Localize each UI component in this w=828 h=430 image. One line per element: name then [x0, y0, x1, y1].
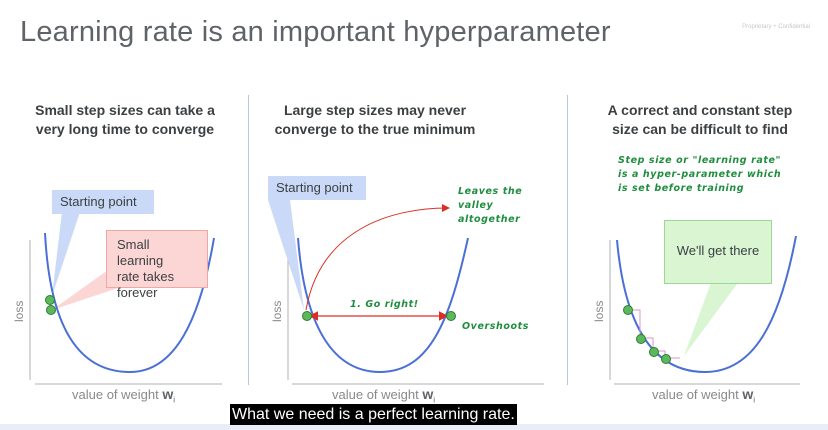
- panel-3-note-line1: Step size or "learning rate": [618, 155, 782, 166]
- panel-3-heading-line2: size can be difficult to find: [612, 121, 788, 137]
- panel-2-heading-line2: converge to the true minimum: [274, 121, 476, 137]
- panel-2-leaves-line1: Leaves the: [458, 186, 523, 197]
- panel-1-small-lr-line2: rate takes: [117, 269, 175, 284]
- panel-3-x-sub: i: [753, 395, 756, 405]
- panel-1-y-label: loss: [12, 300, 26, 322]
- panel-1-x-var: w: [162, 386, 174, 402]
- panel-3-step-point-4: [661, 354, 671, 364]
- panel-2-leaves-line2: valley: [458, 200, 494, 211]
- divider-left: [248, 95, 249, 385]
- video-subtitle: What we need is a perfect learning rate.: [230, 404, 517, 425]
- panel-3-learning-rate-note: Step size or "learning rate" is a hyper-…: [618, 154, 781, 196]
- panel-2-leaves-line3: altogether: [458, 214, 521, 225]
- panel-2-point-start: [302, 311, 312, 321]
- panel-2-y-label: loss: [270, 300, 284, 322]
- panel-2-starting-point-callout: Starting point: [268, 176, 366, 200]
- panel-3-step-point-3: [649, 347, 659, 357]
- panel-1-heading-line2: very long time to converge: [35, 121, 215, 137]
- panel-1-loss-curve: [44, 232, 215, 374]
- panel-3-callout-pointer: [684, 280, 740, 356]
- panel-3-note-line3: is set before training: [618, 183, 745, 194]
- panel-1-starting-point-callout: Starting point: [52, 190, 154, 214]
- panel-2-heading-line1: Large step sizes may never: [283, 102, 467, 118]
- panel-3-x-var: w: [742, 386, 754, 402]
- panel-1-small-lr-callout: Small learning rate takes forever: [106, 230, 208, 300]
- panel-3-heading: A correct and constant step size can be …: [585, 101, 815, 139]
- panel-2-overshoots-note: Overshoots: [462, 321, 530, 332]
- panel-2-x-label-text: value of weight: [332, 387, 419, 402]
- confidential-label: Proprietary + Confidential: [742, 24, 810, 30]
- panel-1-small-lr-line1: Small learning: [117, 237, 164, 268]
- panel-1-heading: Small step sizes can take a very long ti…: [10, 101, 240, 139]
- divider-right: [567, 95, 568, 385]
- panel-1-x-sub: i: [173, 395, 176, 405]
- panel-3-heading-line1: A correct and constant step: [607, 102, 793, 118]
- bottom-bar: [0, 424, 828, 430]
- panel-2-go-right-note: 1. Go right!: [350, 299, 419, 310]
- panel-2-x-label: value of weight wi: [332, 386, 435, 405]
- panel-1-point-b: [46, 305, 56, 315]
- panel-1-point-a: [45, 295, 55, 305]
- panel-1-start-pointer: [52, 212, 80, 296]
- panel-3-step-point-2: [636, 334, 646, 344]
- panel-2-heading: Large step sizes may never converge to t…: [260, 101, 490, 139]
- panel-3-step-point-1: [623, 305, 633, 315]
- panel-3-plot: [609, 235, 800, 385]
- panel-3-x-label-text: value of weight: [652, 387, 739, 402]
- panel-3-x-label: value of weight wi: [652, 386, 755, 405]
- panel-1-heading-line1: Small step sizes can take a: [35, 102, 215, 118]
- panel-2-point-overshoot: [446, 311, 456, 321]
- panel-1-small-lr-line3: forever: [117, 285, 158, 300]
- panel-2-x-sub: i: [433, 395, 436, 405]
- panel-2-plot: [268, 200, 544, 385]
- slide-title: Learning rate is an important hyperparam…: [20, 16, 611, 48]
- panel-2-leaves-valley-note: Leaves the valley altogether: [458, 185, 522, 227]
- panel-3-get-there-callout: We'll get there: [664, 220, 772, 284]
- panel-2-start-pointer: [268, 200, 304, 310]
- panel-1-x-label-text: value of weight: [72, 387, 159, 402]
- panel-2-x-var: w: [422, 386, 434, 402]
- panel-3-note-line2: is a hyper-parameter which: [618, 169, 782, 180]
- panel-2-loss-curve: [297, 237, 469, 374]
- panel-2-arc-arrow: [305, 204, 450, 311]
- panel-3-y-label: loss: [592, 300, 606, 322]
- panel-1-x-label: value of weight wi: [72, 386, 175, 405]
